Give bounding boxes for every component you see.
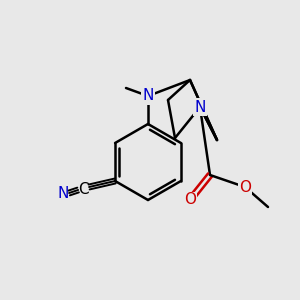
Text: C: C <box>78 182 88 196</box>
Text: N: N <box>142 88 154 104</box>
Text: N: N <box>57 187 69 202</box>
Text: O: O <box>184 193 196 208</box>
Text: O: O <box>239 179 251 194</box>
Text: N: N <box>194 100 206 115</box>
